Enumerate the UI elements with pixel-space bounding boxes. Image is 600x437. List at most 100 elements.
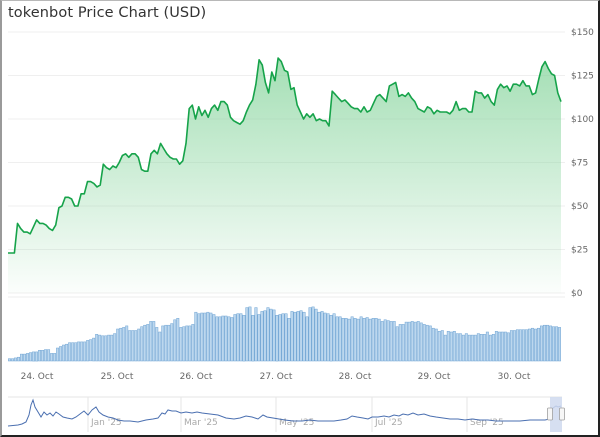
volume-bar — [374, 318, 378, 362]
price-line[interactable] — [8, 57, 562, 254]
volume-bar — [71, 342, 75, 362]
volume-bar — [543, 324, 546, 362]
volume-bar — [158, 331, 162, 362]
y-tick-label: $25 — [571, 246, 588, 256]
volume-bar — [332, 313, 336, 362]
volume-bar — [251, 315, 255, 362]
volume-bar — [143, 324, 147, 362]
volume-bar — [443, 334, 447, 362]
volume-bar — [521, 329, 525, 362]
price-area — [8, 58, 561, 293]
volume-bar — [473, 334, 477, 362]
volume-bar — [209, 312, 213, 362]
volume-bar — [314, 308, 318, 362]
navigator-tick-label: Jul '25 — [374, 418, 403, 428]
volume-bar — [540, 325, 543, 362]
volume-bar — [32, 351, 36, 362]
volume-bar — [537, 327, 540, 362]
volume-bar — [518, 329, 522, 362]
volume-bar — [47, 349, 51, 362]
x-tick-label: 27. Oct — [260, 372, 293, 382]
volume-bar — [119, 327, 123, 362]
volume-bar — [245, 307, 249, 362]
volume-bar — [62, 344, 66, 362]
volume-bar — [188, 325, 192, 362]
navigator-series-line — [7, 398, 562, 427]
volume-bar — [371, 318, 375, 362]
volume-bar — [80, 341, 84, 362]
volume-bar — [248, 306, 252, 362]
volume-bar — [293, 311, 297, 362]
y-tick-label: $125 — [571, 72, 594, 82]
volume-bar — [152, 321, 156, 362]
volume-bar — [221, 315, 225, 362]
navigator-left-handle[interactable] — [547, 407, 553, 421]
volume-bar — [215, 316, 219, 362]
y-tick-label: $100 — [571, 115, 594, 125]
volume-bar — [239, 313, 243, 362]
volume-bar — [416, 321, 420, 362]
volume-bar — [110, 334, 114, 362]
volume-bar — [65, 343, 69, 362]
volume-bar — [425, 324, 429, 362]
volume-bar — [296, 311, 300, 362]
y-tick-label: $150 — [571, 28, 594, 38]
volume-bar — [23, 353, 26, 362]
volume-bar — [257, 314, 261, 362]
volume-bar — [200, 312, 204, 362]
volume-bar — [401, 324, 405, 362]
volume-bar — [497, 331, 501, 362]
volume-bar — [491, 334, 495, 362]
volume-bar — [197, 313, 201, 362]
volume-bar — [50, 353, 54, 362]
y-tick-label: $50 — [571, 202, 588, 212]
volume-bar — [107, 334, 111, 362]
volume-bars[interactable] — [8, 306, 561, 362]
volume-bar — [395, 326, 399, 362]
volume-bar — [227, 316, 231, 362]
volume-bar — [326, 313, 330, 362]
navigator-tick-label: May '25 — [279, 418, 314, 428]
volume-bar — [531, 327, 534, 362]
x-tick-label: 24. Oct — [21, 372, 54, 382]
volume-bar — [347, 318, 351, 362]
volume-bar — [368, 318, 372, 362]
volume-bar — [308, 307, 312, 362]
volume-bar — [446, 331, 450, 362]
y-tick-label: $75 — [571, 159, 588, 169]
volume-bar — [29, 352, 33, 362]
volume-bar — [17, 356, 20, 362]
volume-bar — [527, 328, 531, 362]
volume-bar — [485, 331, 489, 362]
volume-bar — [353, 318, 357, 362]
volume-bar — [77, 341, 81, 362]
navigator-selection-mask[interactable] — [550, 397, 562, 432]
volume-bar — [389, 321, 393, 362]
volume-bar — [344, 318, 348, 362]
volume-bar — [380, 321, 384, 362]
volume-bar — [35, 351, 39, 362]
volume-bar — [53, 353, 57, 362]
volume-bar — [549, 325, 552, 362]
x-tick-label: 29. Oct — [418, 372, 451, 382]
volume-bar — [122, 327, 126, 362]
volume-bar — [323, 312, 327, 362]
volume-bar — [230, 317, 234, 362]
navigator-right-handle[interactable] — [559, 407, 565, 421]
volume-bar — [431, 327, 435, 362]
volume-bar — [128, 330, 132, 362]
volume-bar — [413, 321, 417, 362]
volume-bar — [263, 310, 267, 362]
volume-bar — [434, 328, 438, 362]
volume-bar — [26, 353, 29, 362]
volume-bar — [242, 315, 246, 362]
volume-bar — [455, 333, 459, 362]
volume-bar — [302, 311, 306, 362]
navigator-tick-label: Mar '25 — [184, 418, 218, 428]
volume-bar — [224, 315, 228, 362]
volume-bar — [479, 334, 483, 362]
volume-bar — [350, 316, 354, 362]
navigator[interactable]: Jan '25 Mar '25 May '25 Jul '25 Sep '25 — [7, 396, 565, 432]
volume-bar — [494, 331, 498, 362]
volume-bar — [101, 335, 105, 362]
